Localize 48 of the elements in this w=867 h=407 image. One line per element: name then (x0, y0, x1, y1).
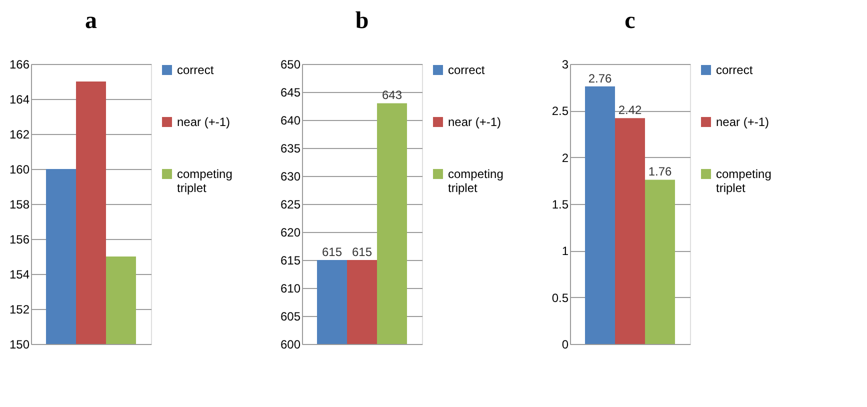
y-tick-label: 152 (9, 302, 30, 316)
y-tick-label: 625 (280, 198, 301, 212)
chart-title: c (624, 8, 636, 34)
data-label: 615 (352, 245, 372, 259)
y-tick-label: 620 (280, 226, 301, 240)
y-tick-label: 154 (9, 268, 30, 282)
chart-title: a (85, 8, 97, 34)
data-label: 2.76 (588, 71, 612, 86)
data-label: 643 (382, 88, 402, 102)
y-tick-label: 162 (9, 128, 30, 142)
y-tick-label: 158 (9, 198, 30, 212)
y-tick-label: 2.5 (552, 104, 569, 118)
data-label: 1.76 (648, 164, 672, 179)
y-tick-label: 2 (562, 150, 569, 165)
y-tick-label: 630 (280, 170, 301, 184)
legend-label: correct (448, 63, 486, 77)
y-tick-label: 0 (562, 338, 569, 352)
legend-label: near (+-1) (716, 115, 770, 129)
legend-label: competing triplet (177, 167, 232, 195)
legend-label: correct (177, 63, 214, 77)
legend-label: near (+-1) (177, 115, 230, 129)
y-tick-label: 160 (9, 162, 30, 176)
y-tick-label: 600 (280, 338, 301, 352)
y-tick-label: 605 (280, 310, 301, 324)
y-tick-label: 0.5 (552, 290, 569, 305)
y-tick-label: 156 (9, 232, 30, 246)
bar (645, 180, 675, 344)
y-tick-label: 150 (9, 338, 30, 352)
y-tick-label: 1.5 (552, 198, 569, 212)
y-tick-label: 164 (9, 92, 30, 106)
legend-label: correct (716, 63, 754, 77)
y-tick-label: 610 (280, 282, 301, 296)
y-tick-label: 650 (280, 58, 301, 72)
y-tick-label: 635 (280, 142, 301, 156)
y-tick-label: 3 (562, 58, 569, 72)
y-tick-label: 640 (280, 114, 301, 128)
legend-label: near (+-1) (448, 115, 502, 129)
legend-label: competing triplet (448, 167, 504, 195)
data-label: 615 (322, 245, 342, 259)
bar (615, 118, 645, 344)
y-tick-label: 166 (9, 58, 30, 72)
data-label: 2.42 (618, 103, 642, 118)
bar (585, 86, 615, 344)
chart-title: b (355, 8, 369, 34)
y-tick-label: 645 (280, 86, 301, 100)
y-tick-label: 1 (562, 244, 569, 258)
y-tick-label: 615 (280, 254, 301, 268)
legend-label: competing triplet (716, 167, 772, 195)
